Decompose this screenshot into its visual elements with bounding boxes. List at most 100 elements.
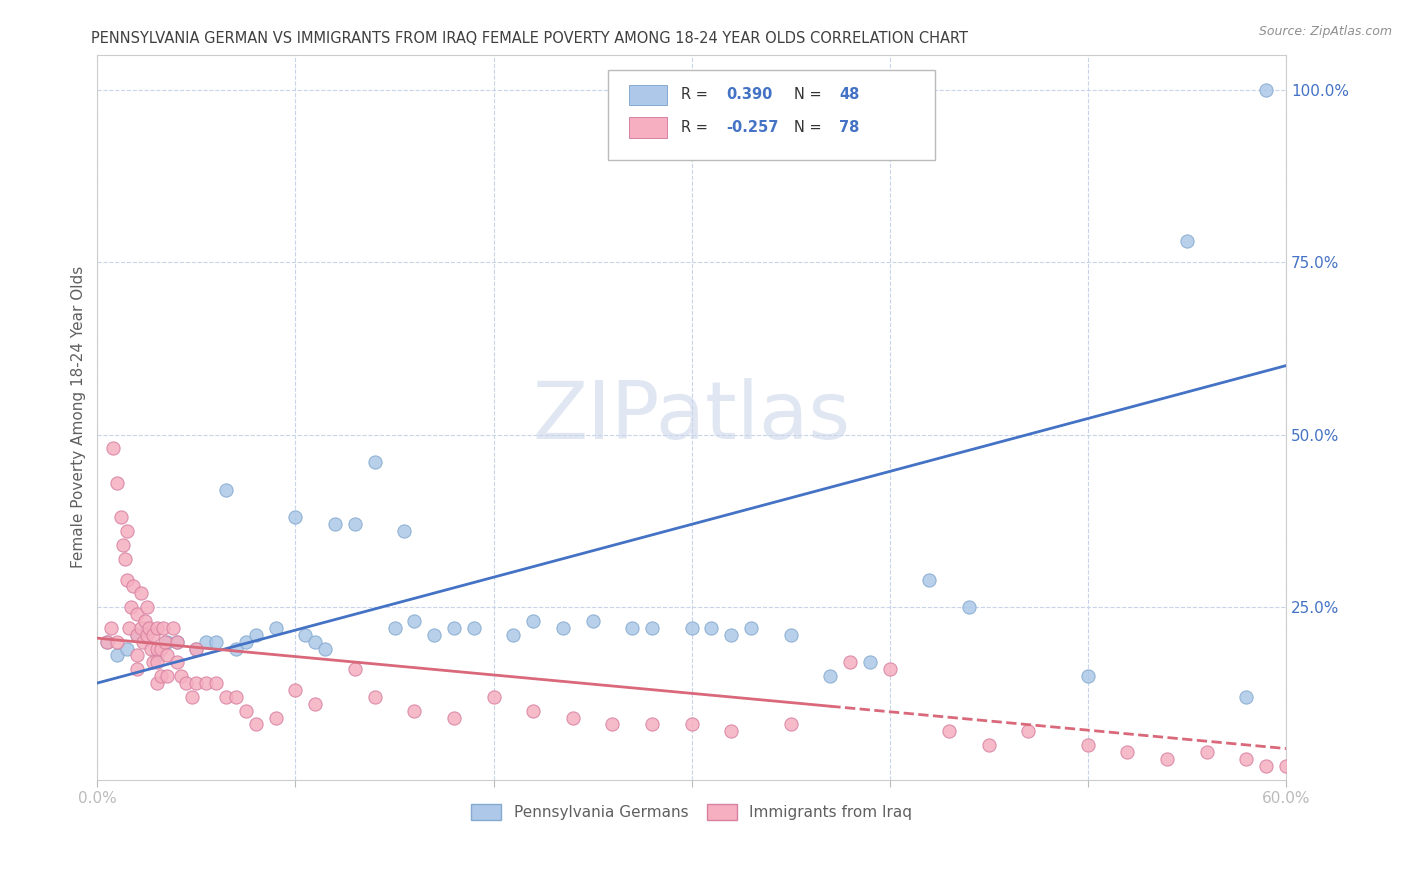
Point <box>114 551 136 566</box>
Point <box>215 483 238 497</box>
Point <box>105 634 128 648</box>
Point <box>166 634 188 648</box>
Point <box>146 648 169 663</box>
Point <box>879 662 901 676</box>
Point <box>142 656 165 670</box>
Text: Source: ZipAtlas.com: Source: ZipAtlas.com <box>1258 25 1392 38</box>
Point <box>132 634 155 648</box>
Point <box>125 628 148 642</box>
Point <box>779 717 801 731</box>
Point <box>1256 759 1278 773</box>
Point <box>153 634 176 648</box>
Point <box>186 641 208 656</box>
Text: R =: R = <box>681 87 713 103</box>
Point <box>181 690 204 704</box>
Point <box>129 621 152 635</box>
Point <box>561 710 583 724</box>
Point <box>225 641 247 656</box>
Point <box>343 662 366 676</box>
Point <box>443 621 465 635</box>
Text: -0.257: -0.257 <box>725 120 779 135</box>
Point <box>304 634 326 648</box>
Point <box>115 524 138 539</box>
Point <box>1156 752 1178 766</box>
Point <box>641 717 664 731</box>
Point <box>938 724 960 739</box>
Y-axis label: Female Poverty Among 18-24 Year Olds: Female Poverty Among 18-24 Year Olds <box>72 266 86 568</box>
Point <box>284 510 307 524</box>
Point <box>125 607 148 621</box>
Point <box>156 648 179 663</box>
Point <box>100 621 122 635</box>
Point <box>1234 690 1257 704</box>
Point <box>957 600 980 615</box>
Point <box>681 717 703 731</box>
Point <box>115 573 138 587</box>
Text: ZIPatlas: ZIPatlas <box>533 378 851 457</box>
Point <box>245 628 267 642</box>
Point <box>129 586 152 600</box>
Point <box>1175 235 1198 249</box>
Point <box>149 669 172 683</box>
Point <box>394 524 416 539</box>
Point <box>134 614 156 628</box>
Point <box>343 517 366 532</box>
Point <box>522 704 544 718</box>
Point <box>186 676 208 690</box>
Point <box>1275 759 1298 773</box>
Point <box>314 641 336 656</box>
Text: 48: 48 <box>839 87 859 103</box>
Point <box>602 717 624 731</box>
Point <box>138 621 160 635</box>
Point <box>122 579 145 593</box>
Point <box>918 573 941 587</box>
Point <box>156 634 179 648</box>
Text: 0.390: 0.390 <box>725 87 772 103</box>
Point <box>215 690 238 704</box>
Point <box>740 621 762 635</box>
Point <box>156 669 179 683</box>
Point <box>105 648 128 663</box>
Point <box>162 621 184 635</box>
Point <box>139 641 162 656</box>
Point <box>103 442 125 456</box>
Point <box>146 676 169 690</box>
Point <box>1077 738 1099 752</box>
Bar <box>628 85 666 105</box>
Point <box>166 656 188 670</box>
Point <box>205 676 228 690</box>
Point <box>195 676 218 690</box>
Bar <box>628 118 666 137</box>
Point <box>105 475 128 490</box>
Point <box>859 656 882 670</box>
Point <box>110 510 132 524</box>
Point <box>641 621 664 635</box>
Point <box>977 738 1000 752</box>
Point <box>384 621 406 635</box>
Point <box>96 634 118 648</box>
Point <box>169 669 191 683</box>
Point <box>423 628 446 642</box>
Point <box>1234 752 1257 766</box>
Point <box>245 717 267 731</box>
Point <box>135 600 157 615</box>
Point <box>443 710 465 724</box>
Text: R =: R = <box>681 120 713 135</box>
Point <box>1116 745 1139 759</box>
Point <box>522 614 544 628</box>
Point <box>205 634 228 648</box>
Point <box>304 697 326 711</box>
Point <box>581 614 603 628</box>
Point <box>839 656 862 670</box>
Text: N =: N = <box>794 120 827 135</box>
Point <box>284 682 307 697</box>
Point <box>146 641 169 656</box>
Point <box>1256 82 1278 96</box>
Point <box>125 628 148 642</box>
Point <box>125 648 148 663</box>
Point <box>779 628 801 642</box>
Point <box>118 621 141 635</box>
Point <box>1017 724 1039 739</box>
Point <box>482 690 505 704</box>
Point <box>96 634 118 648</box>
